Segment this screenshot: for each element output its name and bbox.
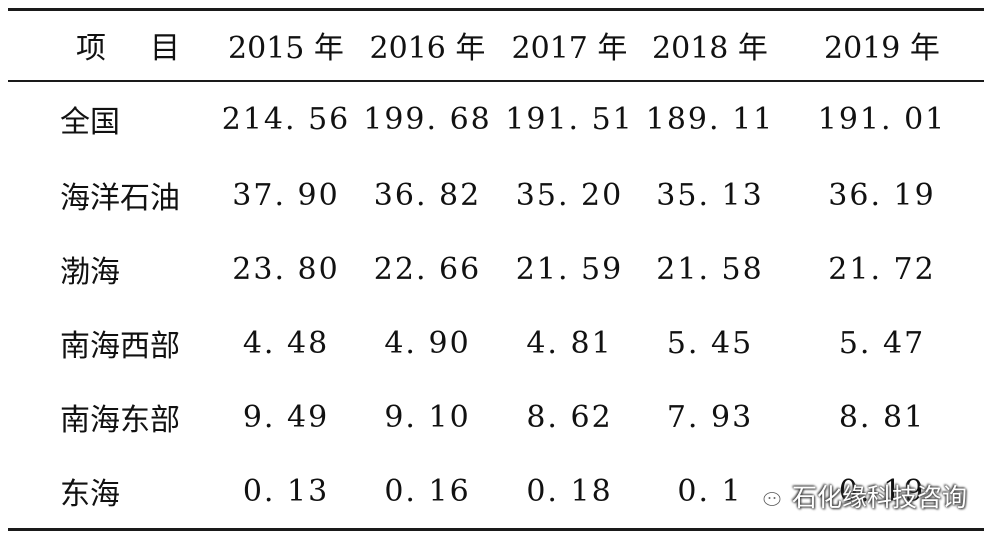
cell-value: 5. 47 xyxy=(838,325,926,361)
row-label: 南海东部 xyxy=(60,403,180,438)
cell-value: 4. 81 xyxy=(526,325,613,361)
cell-value: 4. 90 xyxy=(384,325,471,361)
cell-value: 9. 10 xyxy=(384,399,471,435)
cell-value: 21. 59 xyxy=(515,251,624,287)
cell-value: 0. 16 xyxy=(384,473,471,509)
cell-value: 21. 58 xyxy=(656,251,764,287)
table-row: 海洋石油 37. 90 36. 82 35. 20 35. 13 36. 19 xyxy=(8,158,984,232)
header-item-left: 项 xyxy=(76,31,106,66)
row-label: 全国 xyxy=(60,105,120,140)
table-top-rule xyxy=(8,8,984,11)
header-year: 2017 年 xyxy=(511,31,628,66)
cell-value: 7. 93 xyxy=(666,399,754,435)
row-label: 渤海 xyxy=(60,255,120,290)
cell-value: 35. 20 xyxy=(515,177,624,213)
cell-value: 21. 72 xyxy=(828,251,936,287)
table-row: 渤海 23. 80 22. 66 21. 59 21. 58 21. 72 xyxy=(8,232,984,306)
cell-value: 0. 18 xyxy=(526,473,613,509)
cell-value: 0. 19 xyxy=(838,473,926,509)
production-table: 项目 2015 年 2016 年 2017 年 2018 年 2019 年 全国… xyxy=(8,10,984,528)
cell-value: 191. 51 xyxy=(505,101,634,137)
cell-value: 23. 80 xyxy=(232,251,340,287)
header-year: 2018 年 xyxy=(652,31,768,66)
header-year: 2016 年 xyxy=(369,31,486,66)
cell-value: 37. 90 xyxy=(232,177,340,213)
table-bottom-rule xyxy=(8,528,984,531)
cell-value: 199. 68 xyxy=(363,101,492,137)
header-year: 2015 年 xyxy=(228,31,344,66)
wechat-icon xyxy=(752,481,782,511)
cell-value: 214. 56 xyxy=(221,101,351,137)
table-row: 东海 0. 13 0. 16 0. 18 0. 1 0. 19 xyxy=(8,454,984,528)
cell-value: 22. 66 xyxy=(373,251,482,287)
cell-value: 8. 81 xyxy=(838,399,926,435)
row-label: 南海西部 xyxy=(60,329,180,364)
cell-value: 35. 13 xyxy=(656,177,764,213)
cell-value: 189. 11 xyxy=(645,101,775,137)
row-label: 东海 xyxy=(60,477,120,512)
watermark: 石化缘科技咨询 xyxy=(752,478,967,514)
cell-value: 36. 82 xyxy=(373,177,482,213)
header-item-right: 目 xyxy=(150,31,180,66)
watermark-text: 石化缘科技咨询 xyxy=(792,483,968,512)
header-row: 项目 2015 年 2016 年 2017 年 2018 年 2019 年 xyxy=(8,10,984,80)
table-row: 南海东部 9. 49 9. 10 8. 62 7. 93 8. 81 xyxy=(8,380,984,454)
table-header-rule xyxy=(8,80,984,82)
cell-value: 4. 48 xyxy=(242,325,330,361)
table-row: 南海西部 4. 48 4. 90 4. 81 5. 45 5. 47 xyxy=(8,306,984,380)
cell-value: 8. 62 xyxy=(526,399,613,435)
cell-value: 5. 45 xyxy=(666,325,754,361)
cell-value: 9. 49 xyxy=(242,399,330,435)
cell-value: 0. 1 xyxy=(677,473,743,509)
cell-value: 36. 19 xyxy=(828,177,936,213)
table-row: 全国 214. 56 199. 68 191. 51 189. 11 191. … xyxy=(8,80,984,158)
cell-value: 191. 01 xyxy=(817,101,947,137)
header-year: 2019 年 xyxy=(824,31,940,66)
row-label: 海洋石油 xyxy=(60,181,180,216)
cell-value: 0. 13 xyxy=(242,473,330,509)
header-item: 项目 xyxy=(8,10,216,80)
